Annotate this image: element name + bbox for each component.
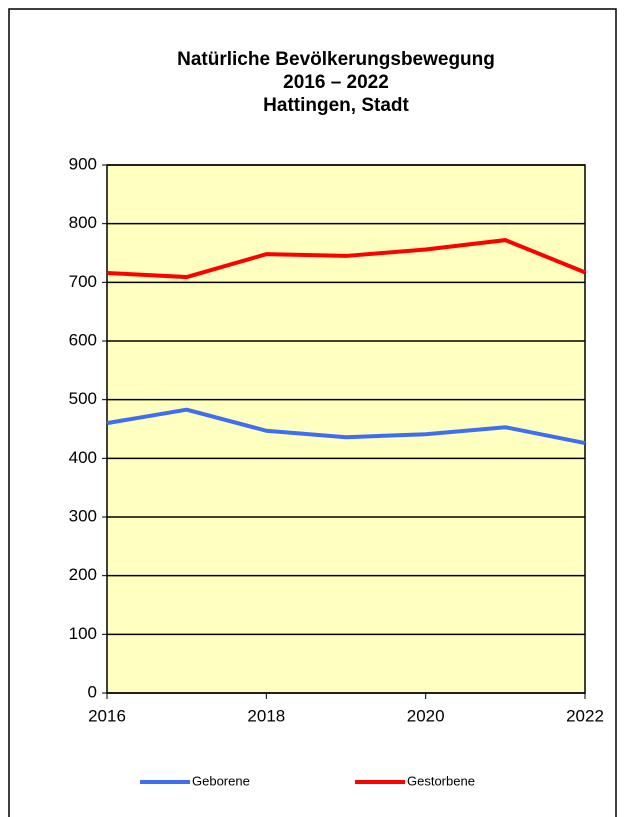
y-tick-label: 300 [69,506,97,525]
x-tick-label: 2022 [566,706,604,725]
y-tick-label: 500 [69,389,97,408]
legend-label: Geborene [192,773,250,788]
y-tick-label: 800 [69,213,97,232]
line-series [106,238,586,280]
y-tick-label: 0 [88,682,97,701]
y-tick-label: 600 [69,330,97,349]
line-series [106,407,586,446]
chart-title: Natürliche Bevölkerungsbewegung [177,49,495,70]
chart-title: 2016 – 2022 [283,72,389,93]
y-tick-label: 900 [69,154,97,173]
y-tick-label: 100 [69,624,97,643]
y-tick-label: 400 [69,448,97,467]
y-tick-label: 200 [69,565,97,584]
x-tick-label: 2018 [247,706,285,725]
chart-title: Hattingen, Stadt [263,95,409,116]
x-tick-label: 2016 [88,706,126,725]
y-tick-label: 700 [69,272,97,291]
x-tick-label: 2020 [407,706,445,725]
legend-label: Gestorbene [407,773,475,788]
